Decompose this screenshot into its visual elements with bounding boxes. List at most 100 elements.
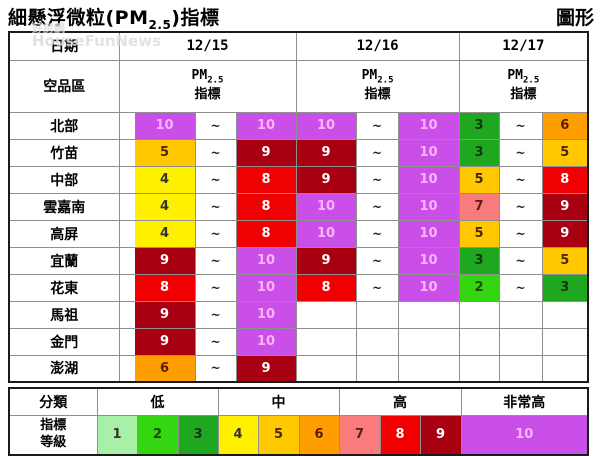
tilde-cell: ~ bbox=[355, 219, 399, 248]
pm-max-cell: 3 bbox=[541, 273, 589, 302]
pm-index-header: PM2.5 指標 bbox=[118, 59, 297, 113]
pm-max-cell: 10 bbox=[235, 300, 297, 329]
tilde-cell: ~ bbox=[498, 138, 543, 167]
pm-max-cell: 8 bbox=[235, 165, 297, 194]
pm-max-cell: 6 bbox=[541, 111, 589, 140]
empty-cell bbox=[458, 354, 500, 383]
pm-min-cell: 5 bbox=[458, 165, 500, 194]
region-label: 馬祖 bbox=[8, 300, 120, 329]
pm-min-cell: 4 bbox=[118, 219, 196, 248]
empty-cell bbox=[541, 300, 589, 329]
tilde-cell: ~ bbox=[355, 165, 399, 194]
pm-label: PM bbox=[507, 68, 524, 84]
pm-max-cell: 9 bbox=[541, 192, 589, 221]
title-bar: 細懸浮微粒(PM2.5)指標 圖形 bbox=[0, 0, 600, 32]
page-title-prefix: 細懸浮微粒(PM bbox=[8, 7, 149, 29]
tilde-cell: ~ bbox=[194, 273, 237, 302]
pm-sub: 2.5 bbox=[523, 76, 540, 87]
region-label: 北部 bbox=[8, 111, 120, 140]
date-text: 12/16 bbox=[356, 38, 399, 55]
tilde-cell: ~ bbox=[355, 138, 399, 167]
pm-min-cell: 9 bbox=[295, 165, 357, 194]
empty-cell bbox=[541, 327, 589, 356]
pm-max-cell: 10 bbox=[397, 219, 460, 248]
pm-max-cell: 10 bbox=[235, 246, 297, 275]
legend-table: 分類 低 中 高 非常高 指標 等級 1 2 3 4 5 6 7 8 9 10 bbox=[8, 387, 589, 456]
pm-min-cell: 9 bbox=[118, 300, 196, 329]
legend-category-high: 高 bbox=[338, 387, 462, 416]
region-label: 宜蘭 bbox=[8, 246, 120, 275]
tilde-cell: ~ bbox=[194, 219, 237, 248]
pm-min-cell: 10 bbox=[295, 192, 357, 221]
date-header-label: 日期 bbox=[8, 31, 120, 61]
tilde-cell: ~ bbox=[498, 219, 543, 248]
region-label: 雲嘉南 bbox=[8, 192, 120, 221]
pm-sub: 2.5 bbox=[207, 76, 224, 87]
pm-index-header: PM2.5 指標 bbox=[458, 59, 589, 113]
tilde-cell: ~ bbox=[355, 192, 399, 221]
empty-cell bbox=[458, 300, 500, 329]
pm-sub: 2.5 bbox=[377, 76, 394, 87]
tilde-cell: ~ bbox=[498, 192, 543, 221]
region-label: 竹苗 bbox=[8, 138, 120, 167]
table-row: 雲嘉南 4 ~8 10 ~10 7 ~9 bbox=[8, 192, 589, 221]
page-title: 細懸浮微粒(PM2.5)指標 bbox=[8, 7, 219, 32]
table-row: 高屏 4 ~8 10 ~10 5 ~9 bbox=[8, 219, 589, 248]
pm-min-cell: 9 bbox=[295, 138, 357, 167]
index-label: 指標 bbox=[510, 87, 537, 103]
legend-category-veryhigh: 非常高 bbox=[460, 387, 589, 416]
tilde-cell: ~ bbox=[498, 246, 543, 275]
legend-level-9: 9 bbox=[419, 414, 462, 456]
pm-min-cell: 8 bbox=[295, 273, 357, 302]
tilde-cell: ~ bbox=[355, 111, 399, 140]
page-title-subscript: 2.5 bbox=[148, 17, 172, 32]
pm-min-cell: 10 bbox=[295, 219, 357, 248]
pm-label: PM bbox=[191, 68, 208, 84]
date-col-1216: 12/16 bbox=[295, 31, 460, 61]
tilde-cell: ~ bbox=[498, 273, 543, 302]
pm-min-cell: 5 bbox=[118, 138, 196, 167]
table-row: 北部 10 ~10 10 ~10 3 ~6 bbox=[8, 111, 589, 140]
pm-min-cell: 10 bbox=[295, 111, 357, 140]
tilde-cell: ~ bbox=[498, 111, 543, 140]
empty-cell bbox=[355, 327, 399, 356]
pm-min-cell: 9 bbox=[118, 246, 196, 275]
pm-max-cell: 10 bbox=[235, 273, 297, 302]
empty-cell bbox=[498, 300, 543, 329]
pm-min-cell: 2 bbox=[458, 273, 500, 302]
legend-class-label: 分類 bbox=[8, 387, 98, 416]
pm-index-header: PM2.5 指標 bbox=[295, 59, 460, 113]
legend-level-3: 3 bbox=[177, 414, 219, 456]
empty-cell bbox=[541, 354, 589, 383]
empty-cell bbox=[295, 300, 357, 329]
region-header-label: 空品區 bbox=[8, 59, 120, 113]
pm-min-cell: 3 bbox=[458, 246, 500, 275]
pm-min-cell: 3 bbox=[458, 138, 500, 167]
legend-category-low: 低 bbox=[96, 387, 219, 416]
index-label: 指標 bbox=[194, 87, 221, 103]
legend-level-label-line1: 指標 bbox=[40, 417, 67, 433]
graph-view-link[interactable]: 圖形 bbox=[555, 7, 594, 29]
pm-max-cell: 10 bbox=[397, 246, 460, 275]
region-label: 高屏 bbox=[8, 219, 120, 248]
empty-cell bbox=[397, 354, 460, 383]
pm-min-cell: 6 bbox=[118, 354, 196, 383]
legend-category-medium: 中 bbox=[217, 387, 340, 416]
legend-level-row: 指標 等級 1 2 3 4 5 6 7 8 9 10 bbox=[8, 414, 589, 456]
region-label: 中部 bbox=[8, 165, 120, 194]
date-col-1217: 12/17 bbox=[458, 31, 589, 61]
pm-min-cell: 4 bbox=[118, 165, 196, 194]
tilde-cell: ~ bbox=[194, 165, 237, 194]
table-row: 金門 9 ~10 bbox=[8, 327, 589, 356]
table-row: 竹苗 5 ~9 9 ~10 3 ~5 bbox=[8, 138, 589, 167]
pm-max-cell: 9 bbox=[235, 354, 297, 383]
legend-level-10: 10 bbox=[460, 414, 589, 456]
tilde-cell: ~ bbox=[194, 138, 237, 167]
index-header-row: 空品區 PM2.5 指標 PM2.5 指標 PM2.5 指標 bbox=[8, 59, 589, 113]
empty-cell bbox=[295, 327, 357, 356]
tilde-cell: ~ bbox=[194, 111, 237, 140]
table-row: 澎湖 6 ~9 bbox=[8, 354, 589, 383]
empty-cell bbox=[498, 354, 543, 383]
tilde-cell: ~ bbox=[355, 246, 399, 275]
legend-level-4: 4 bbox=[217, 414, 259, 456]
